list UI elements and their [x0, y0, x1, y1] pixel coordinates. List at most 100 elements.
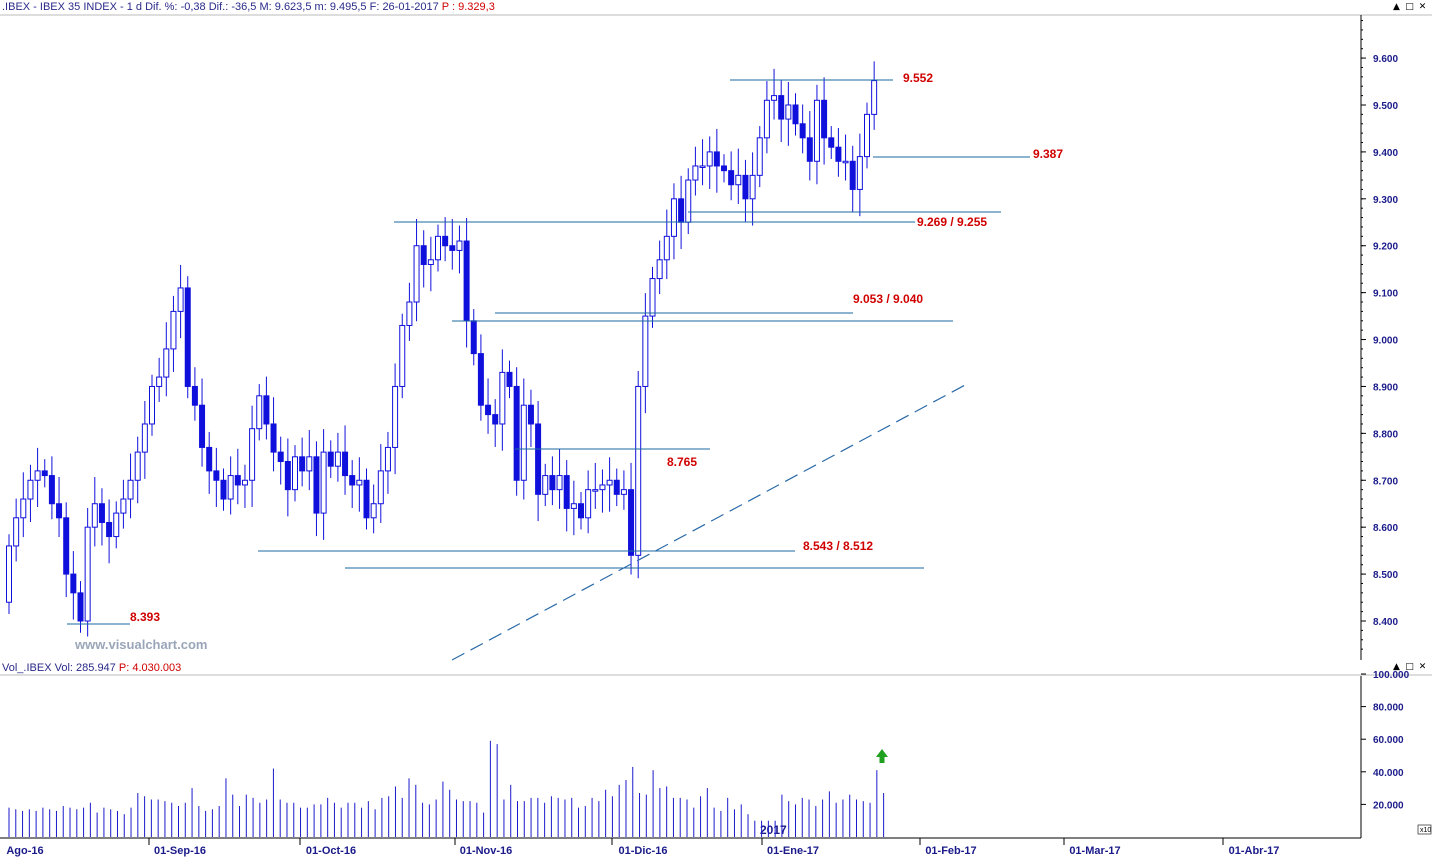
price-restore-button[interactable]: □ — [1405, 2, 1414, 12]
candle-body — [813, 99, 820, 162]
scale-multiplier-box — [1417, 824, 1432, 835]
candle-body — [463, 240, 470, 322]
candle-body — [527, 404, 534, 425]
candle-body — [685, 179, 692, 223]
candle-body — [785, 104, 792, 120]
candle-body — [13, 517, 20, 547]
price-tick-label: 8.600 — [1373, 523, 1398, 534]
candle-body — [670, 198, 677, 237]
volume-close-button[interactable]: ✕ — [1418, 662, 1427, 672]
candle-body — [520, 404, 527, 481]
volume-tick-label: 20.000 — [1373, 800, 1404, 811]
scale-multiplier: x10 — [1420, 827, 1431, 834]
candle-body — [427, 259, 434, 265]
price-close-button[interactable]: ✕ — [1418, 2, 1427, 12]
candle-body — [106, 521, 113, 538]
level-label: 9.552 — [903, 71, 933, 85]
candle-body — [728, 170, 735, 186]
candle-body — [263, 395, 270, 425]
candle-body — [177, 287, 184, 312]
candle-body — [277, 451, 284, 463]
candle-body — [270, 423, 277, 453]
level-label: 8.765 — [667, 455, 697, 469]
candle-body — [856, 156, 863, 190]
candle-body — [377, 470, 384, 505]
candle-body — [435, 235, 441, 261]
candle-body — [499, 371, 506, 425]
candle-body — [334, 451, 341, 467]
level-label: 9.269 / 9.255 — [917, 215, 987, 229]
candle-body — [492, 414, 499, 425]
candle-body — [642, 315, 649, 387]
candle-body — [635, 385, 642, 556]
x-tick-label: 01-Ene-17 — [767, 845, 819, 857]
volume-restore-button[interactable]: □ — [1405, 662, 1414, 672]
volume-minimize-button[interactable]: ▲ — [1393, 662, 1400, 672]
candle-body — [70, 573, 77, 594]
date-label: F: — [369, 1, 380, 13]
candle-body — [299, 456, 306, 472]
candle-body — [477, 353, 484, 406]
candle-body — [313, 456, 320, 514]
price-minimize-button[interactable]: ▲ — [1393, 2, 1400, 12]
candle-body — [470, 320, 477, 355]
watermark: www.visualchart.com — [74, 637, 207, 652]
candle-body — [241, 479, 248, 486]
candle-body — [549, 475, 556, 491]
price-tick-label: 9.200 — [1373, 242, 1398, 253]
volume-header: Vol_.IBEX Vol: 285.947 P: 4.030.003 — [2, 662, 181, 674]
trendline — [451, 383, 968, 661]
price-tick-label: 8.900 — [1373, 382, 1398, 393]
candle-body — [513, 385, 520, 481]
candle-body — [449, 245, 456, 251]
candle-body — [592, 489, 599, 492]
candle-body — [141, 423, 148, 453]
candle-body — [821, 99, 828, 139]
candle-body — [98, 503, 105, 523]
candle-body — [485, 404, 492, 416]
volume-value: 285.947 — [76, 662, 116, 674]
volume-label: Vol: — [54, 662, 73, 674]
candle-body — [249, 428, 256, 481]
candle-body — [41, 470, 48, 477]
candle-body — [342, 451, 349, 477]
candle-body — [771, 95, 778, 101]
candle-body — [678, 198, 685, 223]
x-tick-label: 01-Feb-17 — [925, 845, 976, 857]
candle-body — [799, 123, 806, 139]
volume-price-value: 4.030.003 — [132, 662, 182, 674]
candle-body — [370, 503, 377, 519]
candle-body — [399, 324, 406, 387]
candle-body — [656, 259, 663, 280]
candle-body — [234, 475, 241, 486]
level-label: 8.543 / 8.512 — [803, 539, 873, 553]
candle-body — [442, 235, 449, 247]
change-label: Dif.: — [208, 1, 229, 13]
candle-body — [206, 446, 213, 472]
candle-body — [413, 245, 420, 303]
instrument-name: IBEX 35 INDEX — [39, 1, 117, 13]
candle-body — [213, 470, 220, 481]
candle-body — [613, 479, 620, 495]
candle-body — [420, 245, 427, 265]
candle-body — [563, 475, 570, 509]
candle-body — [306, 456, 313, 472]
candle-body — [156, 376, 163, 387]
candle-body — [735, 174, 742, 186]
candle-body — [828, 137, 835, 148]
price-label: P : — [441, 1, 456, 13]
candle-body — [356, 479, 363, 486]
candle-body — [56, 503, 63, 519]
price-tick-label: 8.800 — [1373, 429, 1398, 440]
candle-body — [742, 174, 749, 200]
candle-body — [620, 489, 627, 495]
price-tick-label: 9.400 — [1373, 148, 1398, 159]
change-pct: -0,38 — [180, 1, 206, 13]
candle-body — [191, 385, 198, 406]
candle-body — [91, 503, 98, 528]
volume-tick-label: 60.000 — [1373, 735, 1404, 746]
high-value: 9.623,5 — [274, 1, 312, 13]
candle-body — [585, 489, 592, 519]
candle-body — [349, 475, 356, 486]
